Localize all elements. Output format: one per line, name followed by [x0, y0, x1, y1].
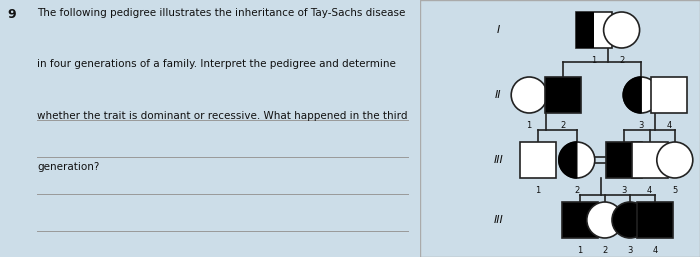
- Text: 5: 5: [672, 186, 678, 195]
- Text: 1: 1: [591, 56, 596, 65]
- Ellipse shape: [657, 142, 693, 178]
- Text: 9: 9: [8, 8, 16, 21]
- Text: 2: 2: [619, 56, 624, 65]
- Text: III: III: [494, 155, 503, 165]
- Bar: [519, 142, 556, 178]
- Text: 1: 1: [577, 246, 582, 255]
- Text: 4: 4: [647, 186, 652, 195]
- Ellipse shape: [559, 142, 595, 178]
- Text: 3: 3: [627, 246, 633, 255]
- Ellipse shape: [612, 202, 648, 238]
- Bar: [651, 77, 687, 113]
- Ellipse shape: [511, 77, 547, 113]
- Text: 2: 2: [574, 186, 580, 195]
- Text: 2: 2: [560, 121, 566, 130]
- Text: 4: 4: [652, 246, 658, 255]
- Text: 3: 3: [622, 186, 627, 195]
- Text: 1: 1: [535, 186, 540, 195]
- Polygon shape: [559, 142, 577, 178]
- Ellipse shape: [623, 77, 659, 113]
- Bar: [631, 142, 668, 178]
- Text: in four generations of a family. Interpret the pedigree and determine: in four generations of a family. Interpr…: [38, 59, 396, 69]
- Bar: [545, 77, 581, 113]
- Text: 2: 2: [602, 246, 608, 255]
- Bar: [606, 142, 643, 178]
- Bar: [637, 202, 673, 238]
- Text: whether the trait is dominant or recessive. What happened in the third: whether the trait is dominant or recessi…: [38, 111, 408, 121]
- Text: 4: 4: [666, 121, 672, 130]
- Bar: [575, 12, 594, 48]
- Bar: [575, 12, 612, 48]
- Ellipse shape: [603, 12, 640, 48]
- Text: The following pedigree illustrates the inheritance of Tay-Sachs disease: The following pedigree illustrates the i…: [38, 8, 406, 18]
- Ellipse shape: [587, 202, 623, 238]
- Bar: [561, 202, 598, 238]
- Polygon shape: [623, 77, 641, 113]
- Text: 1: 1: [526, 121, 532, 130]
- Text: generation?: generation?: [38, 162, 100, 172]
- Text: II: II: [495, 90, 502, 100]
- Text: III: III: [494, 215, 503, 225]
- Text: 3: 3: [638, 121, 644, 130]
- Text: I: I: [497, 25, 500, 35]
